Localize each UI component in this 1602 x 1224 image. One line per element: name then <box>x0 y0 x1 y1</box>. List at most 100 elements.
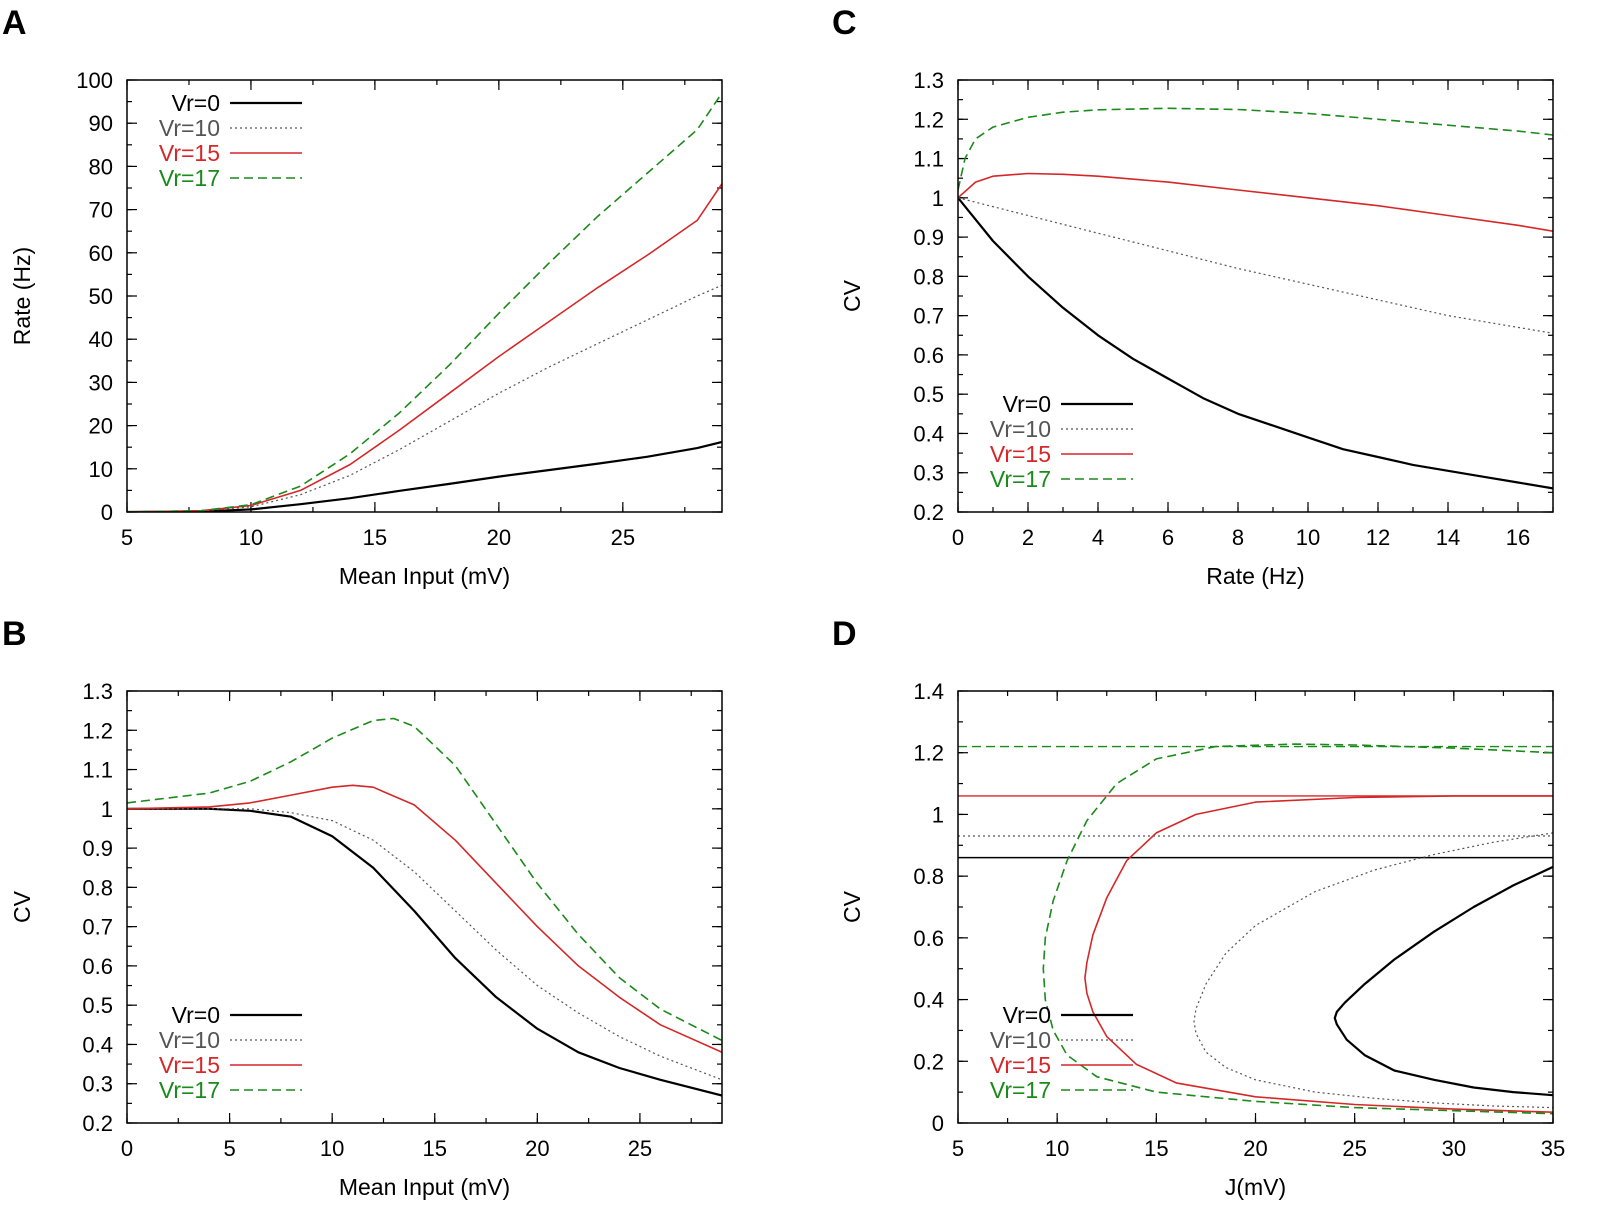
legend-label: Vr=15 <box>159 1052 220 1078</box>
legend-label: Vr=0 <box>172 90 220 116</box>
x-tick-label: 14 <box>1436 525 1460 550</box>
x-tick-label: 16 <box>1506 525 1530 550</box>
series-line-vr-15 <box>127 183 722 512</box>
series-line-vr-15 <box>127 784 722 1054</box>
panel-label: B <box>2 615 27 653</box>
legend-label: Vr=15 <box>990 1052 1051 1078</box>
series-line-vr-0 <box>127 807 722 1097</box>
y-tick-label: 0.7 <box>82 915 113 940</box>
y-tick-label: 20 <box>89 414 113 439</box>
x-tick-label: 25 <box>611 525 635 550</box>
legend-label: Vr=15 <box>159 140 220 166</box>
y-tick-label: 1.2 <box>913 107 944 132</box>
legend-label: Vr=10 <box>159 1027 220 1053</box>
x-axis-title: J(mV) <box>1225 1174 1286 1200</box>
y-tick-label: 0.5 <box>913 382 944 407</box>
series-line-vr-17 <box>958 107 1553 191</box>
x-tick-label: 2 <box>1022 525 1034 550</box>
series-line-vr-15 <box>958 172 1553 232</box>
y-tick-label: 0.4 <box>913 421 944 446</box>
x-tick-label: 10 <box>1296 525 1320 550</box>
x-tick-label: 15 <box>423 1136 447 1161</box>
y-tick-label: 0 <box>101 500 113 525</box>
y-tick-label: 1.1 <box>82 758 113 783</box>
plot-frame <box>126 79 723 513</box>
legend-label: Vr=17 <box>159 165 220 191</box>
series-line-vr-15 <box>1084 795 1553 1113</box>
legend-label: Vr=10 <box>990 1027 1051 1053</box>
series-line-vr-17 <box>127 92 722 512</box>
series-line-vr-0 <box>1333 865 1553 1097</box>
y-tick-label: 0.8 <box>82 875 113 900</box>
y-tick-label: 0.9 <box>913 225 944 250</box>
y-tick-label: 100 <box>76 68 113 93</box>
legend-label: Vr=17 <box>159 1077 220 1103</box>
y-tick-label: 90 <box>89 111 113 136</box>
y-tick-label: 40 <box>89 327 113 352</box>
x-tick-label: 0 <box>952 525 964 550</box>
x-axis-title: Mean Input (mV) <box>339 1174 510 1200</box>
y-tick-label: 0.3 <box>82 1072 113 1097</box>
y-tick-label: 0.6 <box>913 926 944 951</box>
y-tick-label: 60 <box>89 241 113 266</box>
plot-frame <box>126 690 723 1124</box>
y-tick-label: 0.5 <box>82 993 113 1018</box>
y-tick-label: 0.2 <box>82 1111 113 1136</box>
y-tick-label: 30 <box>89 370 113 395</box>
y-tick-label: 1 <box>932 186 944 211</box>
y-tick-label: 0.9 <box>82 836 113 861</box>
y-tick-label: 10 <box>89 457 113 482</box>
x-tick-label: 35 <box>1541 1136 1565 1161</box>
y-tick-label: 1.3 <box>913 68 944 93</box>
x-tick-label: 5 <box>952 1136 964 1161</box>
y-tick-label: 0 <box>932 1111 944 1136</box>
y-tick-label: 1.2 <box>913 741 944 766</box>
y-tick-label: 0.4 <box>82 1032 113 1057</box>
panel-d: D 5 10 15 20 25 30 35 0 0.2 0.4 0.6 0.8 1 1.2 1.4 J(mV) C… <box>832 615 1565 1200</box>
panel-label: C <box>832 4 857 42</box>
y-tick-label: 0.2 <box>913 500 944 525</box>
legend-label: Vr=0 <box>1003 1002 1051 1028</box>
y-axis-title: Rate (Hz) <box>9 247 35 345</box>
series-line-vr-17 <box>127 717 722 1042</box>
x-tick-label: 10 <box>239 525 263 550</box>
plot-frame <box>957 79 1554 513</box>
legend-label: Vr=0 <box>172 1002 220 1028</box>
panel-a: A 5 10 15 20 25 0 10 20 30 40 50 60 70 80 90 100 Mean Inp… <box>2 4 723 589</box>
y-tick-label: 70 <box>89 198 113 223</box>
series-line-vr-10 <box>127 284 722 512</box>
y-tick-label: 0.8 <box>913 864 944 889</box>
y-tick-label: 50 <box>89 284 113 309</box>
x-tick-label: 8 <box>1232 525 1244 550</box>
legend-label: Vr=17 <box>990 466 1051 492</box>
x-tick-label: 25 <box>1342 1136 1366 1161</box>
legend-label: Vr=17 <box>990 1077 1051 1103</box>
panel-label: D <box>832 615 857 653</box>
y-tick-label: 0.6 <box>913 343 944 368</box>
x-tick-label: 5 <box>121 525 133 550</box>
y-tick-label: 1.3 <box>82 679 113 704</box>
x-tick-label: 15 <box>363 525 387 550</box>
y-tick-label: 80 <box>89 154 113 179</box>
y-tick-label: 0.8 <box>913 264 944 289</box>
y-tick-label: 0.7 <box>913 304 944 329</box>
x-tick-label: 0 <box>121 1136 133 1161</box>
series-line-vr-10 <box>1193 832 1553 1109</box>
y-axis-title: CV <box>9 890 35 923</box>
x-tick-label: 20 <box>1243 1136 1267 1161</box>
x-tick-label: 15 <box>1144 1136 1168 1161</box>
series-line-vr-17 <box>1042 743 1553 1115</box>
y-tick-label: 0.6 <box>82 954 113 979</box>
panel-b: B 0 5 10 15 20 25 0.2 0.3 0.4 0.5 0.6 0.7 0.8 0.9 1 1.1 1… <box>2 615 723 1200</box>
legend-label: Vr=15 <box>990 441 1051 467</box>
x-tick-label: 30 <box>1442 1136 1466 1161</box>
y-tick-label: 0.4 <box>913 988 944 1013</box>
legend-label: Vr=10 <box>159 115 220 141</box>
plot-frame <box>957 690 1554 1124</box>
y-tick-label: 1 <box>932 802 944 827</box>
x-tick-label: 20 <box>525 1136 549 1161</box>
y-tick-label: 1.2 <box>82 718 113 743</box>
x-axis-title: Mean Input (mV) <box>339 563 510 589</box>
y-axis-title: CV <box>839 279 865 312</box>
